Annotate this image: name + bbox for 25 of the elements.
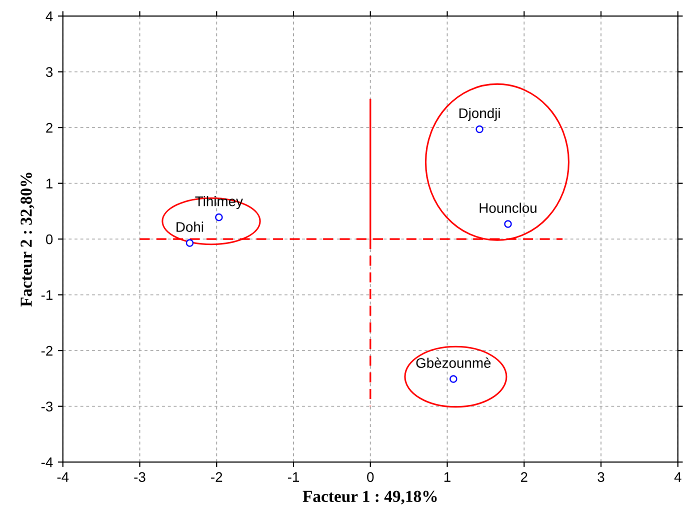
- y-tick-label: -2: [41, 346, 52, 356]
- x-tick-label: 4: [674, 472, 682, 482]
- y-tick-label: 4: [46, 12, 53, 22]
- x-tick-label: -3: [134, 472, 146, 482]
- y-tick-label: -3: [41, 402, 53, 412]
- data-label: Hounclou: [480, 202, 536, 213]
- x-tick-label: 0: [367, 472, 374, 482]
- x-tick-label: 2: [520, 472, 528, 482]
- y-tick-label: 0: [46, 234, 53, 244]
- y-tick-label: -4: [41, 458, 53, 468]
- x-tick-label: 3: [598, 472, 604, 482]
- y-tick-label: -1: [41, 290, 52, 300]
- data-label: Tihimey: [195, 196, 243, 209]
- data-label: Gbèzounmè: [416, 358, 491, 368]
- x-tick-label: 1: [444, 472, 450, 482]
- data-label: Dohi: [176, 222, 204, 232]
- data-label: Djondji: [459, 108, 500, 121]
- x-tick-label: -4: [57, 472, 69, 482]
- x-tick-label: -1: [288, 472, 299, 482]
- y-tick-label: 3: [46, 67, 53, 77]
- y-tick-label: 2: [46, 122, 52, 133]
- y-axis-title: Facteur 2 : 32,80%: [20, 172, 34, 307]
- x-axis-title: Facteur 1 : 49,18%: [302, 490, 437, 504]
- x-tick-label: -2: [211, 472, 222, 482]
- y-tick-label: 1: [46, 178, 52, 188]
